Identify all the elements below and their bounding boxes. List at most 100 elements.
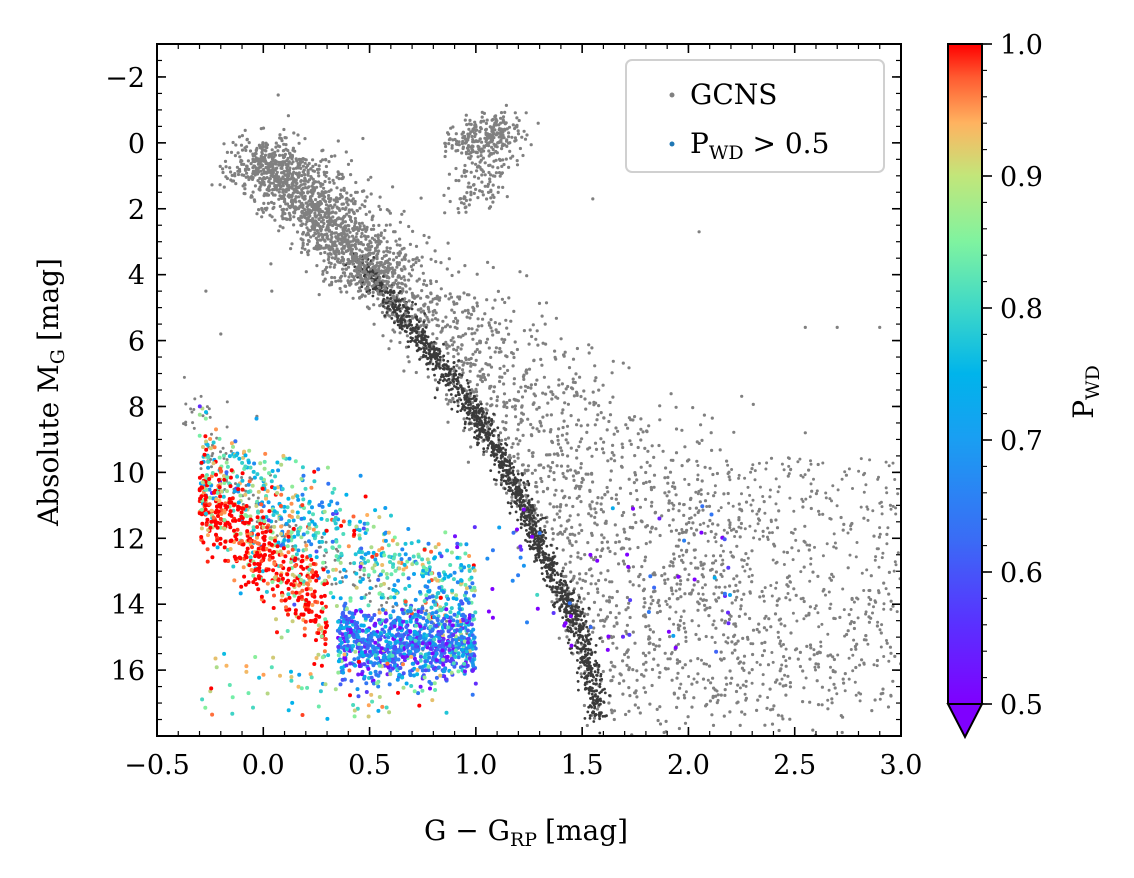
gcns-point xyxy=(340,247,344,251)
gcns-point xyxy=(636,545,640,550)
gcns-point xyxy=(560,382,565,386)
gcns-point xyxy=(409,274,413,278)
gcns-point xyxy=(839,714,843,718)
gcns-point xyxy=(941,633,944,636)
gcns-point xyxy=(844,473,849,477)
gcns-point xyxy=(250,177,255,181)
gcns-point xyxy=(739,604,743,608)
gcns-point xyxy=(362,269,366,274)
gcns-point xyxy=(593,441,598,445)
gcns-ridge-point xyxy=(529,506,533,509)
gcns-point xyxy=(387,209,391,213)
gcns-point xyxy=(453,325,457,329)
gcns-point xyxy=(826,707,830,711)
gcns-point xyxy=(516,399,521,403)
gcns-point xyxy=(347,214,351,218)
gcns-point xyxy=(464,356,468,360)
gcns-ridge-point xyxy=(471,407,475,411)
gcns-ridge-point xyxy=(414,327,417,330)
gcns-point xyxy=(482,452,486,457)
gcns-point xyxy=(593,521,597,525)
gcns-point xyxy=(291,146,295,150)
gcns-ridge-point xyxy=(477,404,480,407)
gcns-ridge-point xyxy=(527,501,530,505)
gcns-point xyxy=(607,599,611,603)
gcns-point xyxy=(478,369,482,373)
gcns-point xyxy=(546,401,550,405)
gcns-point xyxy=(744,552,748,556)
gcns-point xyxy=(504,421,508,425)
gcns-ridge-point xyxy=(475,417,479,421)
gcns-point xyxy=(489,326,493,330)
gcns-ridge-point xyxy=(590,705,593,709)
gcns-ridge-point xyxy=(566,595,570,599)
gcns-ridge-point xyxy=(432,340,436,344)
gcns-point xyxy=(608,400,612,405)
gcns-ridge-point xyxy=(391,305,394,309)
gcns-point xyxy=(322,259,326,263)
gcns-point xyxy=(786,674,790,678)
gcns-point xyxy=(351,296,355,300)
gcns-point xyxy=(374,264,378,268)
gcns-ridge-point xyxy=(562,598,565,601)
gcns-ridge-point xyxy=(433,396,437,400)
gcns-point xyxy=(527,448,531,453)
gcns-point xyxy=(523,384,528,388)
gcns-point xyxy=(566,469,570,473)
gcns-point xyxy=(367,307,371,311)
gcns-ridge-point xyxy=(567,638,571,642)
gcns-point xyxy=(760,641,764,645)
gcns-point xyxy=(541,490,546,494)
gcns-point xyxy=(261,210,265,214)
gcns-point xyxy=(319,220,324,224)
gcns-point xyxy=(335,186,339,190)
gcns-point xyxy=(315,264,319,268)
gcns-point xyxy=(306,168,310,172)
gcns-ridge-point xyxy=(417,320,421,324)
gcns-point xyxy=(625,663,629,668)
gcns-ridge-point xyxy=(460,373,464,377)
gcns-point xyxy=(282,180,286,184)
gcns-point xyxy=(648,628,652,632)
gcns-point xyxy=(565,424,570,428)
gcns-point xyxy=(461,371,465,375)
gcns-point xyxy=(678,686,682,690)
gcns-ridge-point xyxy=(535,537,539,540)
gcns-point xyxy=(355,266,359,270)
gcns-point xyxy=(475,342,479,346)
gcns-point xyxy=(671,518,675,522)
gcns-ridge-point xyxy=(484,422,488,425)
gcns-point xyxy=(419,264,423,268)
gcns-point xyxy=(887,592,891,596)
gcns-point xyxy=(571,357,576,361)
gcns-point xyxy=(319,201,323,206)
gcns-point xyxy=(943,673,946,676)
gcns-point xyxy=(675,661,680,665)
gcns-ridge-point xyxy=(553,573,557,577)
gcns-point xyxy=(612,624,616,628)
gcns-point xyxy=(260,215,264,219)
gcns-point xyxy=(372,303,376,307)
gcns-point xyxy=(377,249,381,253)
gcns-point xyxy=(500,375,504,379)
gcns-point xyxy=(612,453,616,457)
gcns-point xyxy=(658,418,662,422)
gcns-point xyxy=(533,468,537,472)
gcns-ridge-point xyxy=(435,362,439,366)
gcns-point xyxy=(349,199,354,203)
gcns-ridge-point xyxy=(586,710,590,714)
gcns-ridge-point xyxy=(510,462,514,465)
gcns-ridge-point xyxy=(503,469,507,472)
gcns-ridge-point xyxy=(435,388,439,392)
gcns-point xyxy=(502,364,506,368)
gcns-point xyxy=(855,642,859,646)
gcns-ridge-point xyxy=(510,505,514,509)
gcns-point xyxy=(407,278,411,282)
gcns-point xyxy=(500,297,504,301)
gcns-ridge-point xyxy=(519,526,523,530)
gcns-point xyxy=(297,195,301,199)
gcns-ridge-point xyxy=(541,538,545,542)
gcns-point xyxy=(663,572,667,576)
gcns-point xyxy=(636,432,640,436)
gcns-point xyxy=(543,524,547,529)
